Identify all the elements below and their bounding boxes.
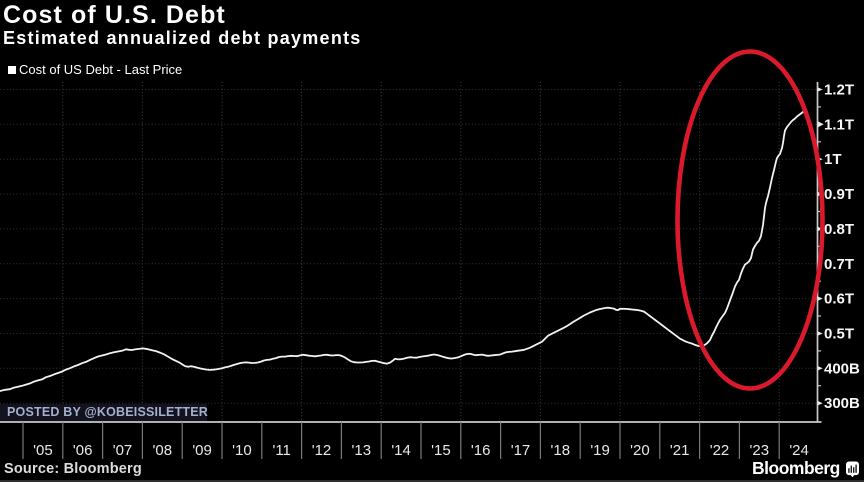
- svg-text:'23: '23: [750, 442, 770, 459]
- svg-text:0.6T: 0.6T: [824, 291, 854, 308]
- svg-text:'14: '14: [391, 442, 411, 459]
- svg-text:'09: '09: [192, 442, 212, 459]
- svg-text:'22: '22: [710, 442, 730, 459]
- svg-text:'20: '20: [630, 442, 650, 459]
- svg-text:'06: '06: [73, 442, 93, 459]
- svg-text:'18: '18: [551, 442, 571, 459]
- svg-text:1.1T: 1.1T: [824, 116, 854, 133]
- svg-text:0.9T: 0.9T: [824, 186, 854, 203]
- svg-text:1.2T: 1.2T: [824, 82, 854, 99]
- svg-text:'19: '19: [590, 442, 610, 459]
- svg-text:0.7T: 0.7T: [824, 256, 854, 273]
- svg-text:'08: '08: [153, 442, 173, 459]
- svg-text:300B: 300B: [824, 395, 860, 412]
- svg-text:400B: 400B: [824, 360, 860, 377]
- svg-text:'10: '10: [232, 442, 252, 459]
- svg-text:'17: '17: [511, 442, 531, 459]
- svg-text:'13: '13: [352, 442, 372, 459]
- svg-text:'11: '11: [272, 442, 290, 459]
- svg-text:'12: '12: [312, 442, 332, 459]
- svg-text:'07: '07: [113, 442, 133, 459]
- svg-text:'05: '05: [33, 442, 53, 459]
- svg-text:1T: 1T: [824, 151, 842, 168]
- svg-text:0.8T: 0.8T: [824, 221, 854, 238]
- svg-text:'16: '16: [471, 442, 491, 459]
- svg-text:'21: '21: [670, 442, 690, 459]
- svg-text:0.5T: 0.5T: [824, 326, 854, 343]
- svg-text:'15: '15: [431, 442, 451, 459]
- svg-text:'24: '24: [789, 442, 809, 459]
